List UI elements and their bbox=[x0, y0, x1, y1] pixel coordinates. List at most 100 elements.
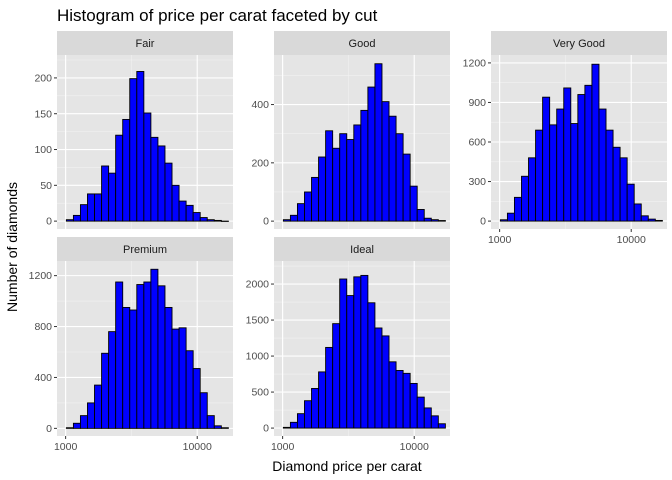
x-tick-label: 10000 bbox=[400, 441, 429, 453]
histogram-bar bbox=[129, 309, 138, 429]
histogram-bar bbox=[367, 86, 376, 222]
x-tick-label: 10000 bbox=[183, 441, 212, 453]
histogram-bar bbox=[65, 427, 74, 429]
histogram-bar bbox=[437, 220, 446, 222]
histogram-bar bbox=[72, 214, 81, 222]
x-tick-label: 1000 bbox=[488, 234, 512, 246]
histogram-bar bbox=[395, 370, 404, 429]
histogram-bar bbox=[171, 184, 180, 222]
histogram-bar bbox=[122, 118, 131, 222]
histogram-bar bbox=[185, 350, 194, 429]
y-tick-label: 50 bbox=[40, 180, 52, 192]
histogram-bar bbox=[353, 124, 362, 222]
facet-strip bbox=[57, 31, 233, 55]
histogram-bar bbox=[346, 295, 355, 429]
y-tick-label: 0 bbox=[46, 216, 52, 228]
histogram-bar bbox=[143, 281, 152, 429]
histogram-bar bbox=[157, 285, 166, 429]
histogram-bar bbox=[213, 425, 222, 429]
histogram-bar bbox=[506, 212, 515, 222]
histogram-bar bbox=[430, 219, 439, 222]
histogram-bar bbox=[584, 84, 593, 222]
y-tick-label: 0 bbox=[46, 423, 52, 435]
histogram-bar bbox=[282, 219, 291, 222]
histogram-bar bbox=[654, 219, 663, 222]
histogram-bar bbox=[213, 219, 222, 222]
histogram-bar bbox=[171, 328, 180, 429]
histogram-bar bbox=[598, 108, 607, 222]
histogram-bar bbox=[416, 396, 425, 429]
histogram-bar bbox=[513, 196, 522, 222]
histogram-bar bbox=[409, 185, 418, 222]
histogram-bar bbox=[339, 133, 348, 222]
facet-panel-good: Good 0 200 400 bbox=[251, 31, 450, 229]
histogram-bar bbox=[647, 218, 656, 222]
histogram-bar bbox=[423, 217, 432, 222]
y-tick-label: 2000 bbox=[246, 279, 270, 291]
histogram-bar bbox=[339, 278, 348, 429]
histogram-bar bbox=[318, 371, 327, 429]
histogram-bar bbox=[101, 165, 110, 222]
histogram-bar bbox=[423, 407, 432, 429]
y-tick-label: 1200 bbox=[463, 58, 487, 70]
histogram-bar bbox=[178, 327, 187, 429]
y-axis-title: Number of diamonds bbox=[4, 182, 20, 312]
histogram-bar bbox=[192, 212, 201, 222]
x-axis-title: Diamond price per carat bbox=[272, 458, 422, 474]
histogram-bar bbox=[192, 368, 201, 429]
histogram-bar bbox=[164, 162, 173, 222]
histogram-bar bbox=[304, 191, 312, 222]
histogram-bar bbox=[605, 129, 614, 222]
histogram-bar bbox=[353, 276, 362, 429]
histogram-bar bbox=[101, 352, 110, 429]
facet-strip-label: Ideal bbox=[350, 244, 374, 256]
facet-strip-label: Fair bbox=[136, 38, 155, 50]
histogram-bar bbox=[289, 421, 298, 429]
y-tick-label: 0 bbox=[263, 216, 269, 228]
histogram-bar bbox=[640, 215, 649, 222]
histogram-bar bbox=[430, 415, 439, 429]
histogram-bar bbox=[94, 193, 103, 222]
histogram-bar bbox=[549, 124, 558, 222]
x-tick-label: 10000 bbox=[617, 234, 646, 246]
facet-strip bbox=[274, 31, 450, 55]
histogram-bar bbox=[409, 382, 418, 429]
histogram-bar bbox=[115, 134, 124, 222]
histogram-bar bbox=[402, 372, 411, 429]
histogram-bar bbox=[437, 423, 446, 429]
histogram-bar bbox=[87, 193, 95, 222]
histogram-bar bbox=[332, 147, 341, 222]
histogram-bar bbox=[332, 323, 341, 429]
x-tick-label: 1000 bbox=[54, 441, 78, 453]
histogram-bar bbox=[577, 94, 586, 222]
y-tick-label: 0 bbox=[263, 423, 269, 435]
facet-strip-label: Very Good bbox=[553, 38, 605, 50]
histogram-bar bbox=[311, 176, 320, 222]
histogram-bar bbox=[206, 219, 215, 222]
histogram-bar bbox=[374, 63, 383, 222]
facet-strip bbox=[274, 237, 450, 261]
facet-panel-very-good: Very Good 0 300 600 900 1200 1000 10000 bbox=[463, 31, 667, 246]
histogram-bar bbox=[542, 96, 551, 222]
y-tick-label: 800 bbox=[34, 321, 52, 333]
y-tick-label: 200 bbox=[251, 157, 269, 169]
facet-strip bbox=[491, 31, 667, 55]
y-tick-label: 400 bbox=[34, 372, 52, 384]
histogram-bar bbox=[185, 204, 194, 222]
histogram-bar bbox=[612, 146, 621, 222]
histogram-bar bbox=[150, 268, 159, 429]
facet-panel-premium: Premium 0 400 800 1200 1000 10000 bbox=[29, 237, 233, 453]
histogram-bar bbox=[136, 284, 145, 429]
histogram-bar bbox=[360, 109, 369, 222]
y-tick-label: 150 bbox=[34, 108, 52, 120]
histogram-bar bbox=[499, 219, 508, 222]
y-tick-label: 900 bbox=[468, 97, 486, 109]
histogram-bar bbox=[65, 219, 74, 222]
histogram-bar bbox=[94, 384, 103, 429]
histogram-bar bbox=[325, 346, 334, 429]
histogram-bar bbox=[136, 71, 145, 222]
histogram-bar bbox=[220, 427, 229, 429]
facet-strip-label: Premium bbox=[123, 244, 167, 256]
histogram-bar bbox=[150, 136, 159, 222]
